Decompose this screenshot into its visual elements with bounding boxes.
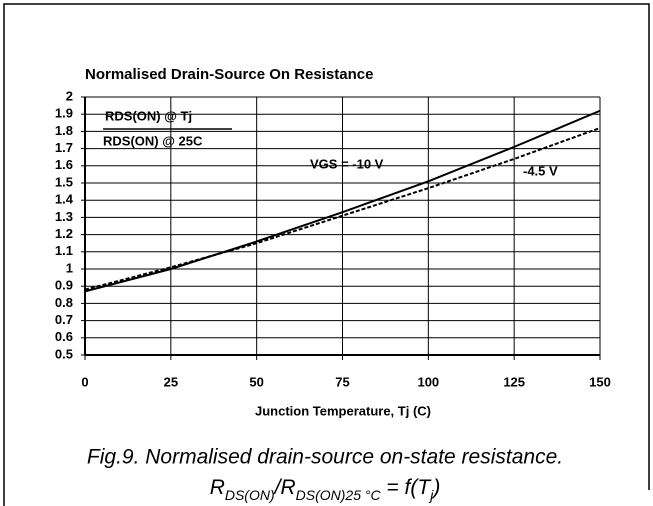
y-tick-label: 1.7 bbox=[55, 140, 73, 155]
y-tick-label: 1.2 bbox=[55, 226, 73, 241]
caption-part: ) bbox=[430, 476, 440, 499]
x-axis-label: Junction Temperature, Tj (C) bbox=[255, 403, 431, 418]
x-tick-label: 100 bbox=[417, 374, 439, 389]
annotation: RDS(ON) @ 25C bbox=[103, 133, 203, 148]
x-tick-label: 150 bbox=[589, 374, 611, 389]
series-label: VGS = -10 V bbox=[310, 156, 384, 171]
series-label: -4.5 V bbox=[523, 163, 558, 178]
y-tick-label: 0.6 bbox=[55, 329, 73, 344]
y-tick-label: 1 bbox=[66, 260, 73, 275]
annotation: RDS(ON) @ Tj bbox=[105, 108, 192, 123]
y-tick-label: 0.9 bbox=[55, 278, 73, 293]
y-tick-label: 2 bbox=[66, 88, 73, 103]
caption-part: /R bbox=[273, 476, 296, 499]
y-tick-label: 1.9 bbox=[55, 106, 73, 121]
chart-title: Normalised Drain-Source On Resistance bbox=[85, 66, 373, 83]
y-tick-label: 1.3 bbox=[55, 209, 73, 224]
y-tick-label: 1.1 bbox=[55, 243, 73, 258]
y-tick-label: 0.5 bbox=[55, 346, 73, 361]
x-tick-label: 75 bbox=[335, 374, 349, 389]
y-tick-label: 1.4 bbox=[55, 192, 74, 207]
y-tick-label: 1.6 bbox=[55, 157, 73, 172]
y-tick-label: 0.7 bbox=[55, 312, 73, 327]
x-tick-label: 125 bbox=[503, 374, 525, 389]
y-tick-label: 1.8 bbox=[55, 123, 73, 138]
caption-formula: RDS(ON)/RDS(ON)25 °C = f(Tj) bbox=[210, 476, 441, 503]
y-tick-label: 1.5 bbox=[55, 174, 73, 189]
caption-part: = f(T bbox=[381, 476, 433, 499]
caption-part: DS(ON)25 °C bbox=[296, 487, 382, 503]
series-line bbox=[84, 109, 601, 293]
x-tick-label: 0 bbox=[81, 374, 88, 389]
series-line bbox=[84, 127, 601, 291]
frame bbox=[3, 3, 650, 506]
x-tick-label: 25 bbox=[164, 374, 178, 389]
y-tick-label: 0.8 bbox=[55, 295, 73, 310]
caption: Fig.9. Normalised drain-source on-state … bbox=[87, 446, 563, 469]
caption-part: DS(ON) bbox=[225, 487, 275, 503]
caption-part: j bbox=[428, 487, 434, 503]
x-tick-label: 50 bbox=[249, 374, 263, 389]
caption-part: R bbox=[210, 476, 225, 499]
